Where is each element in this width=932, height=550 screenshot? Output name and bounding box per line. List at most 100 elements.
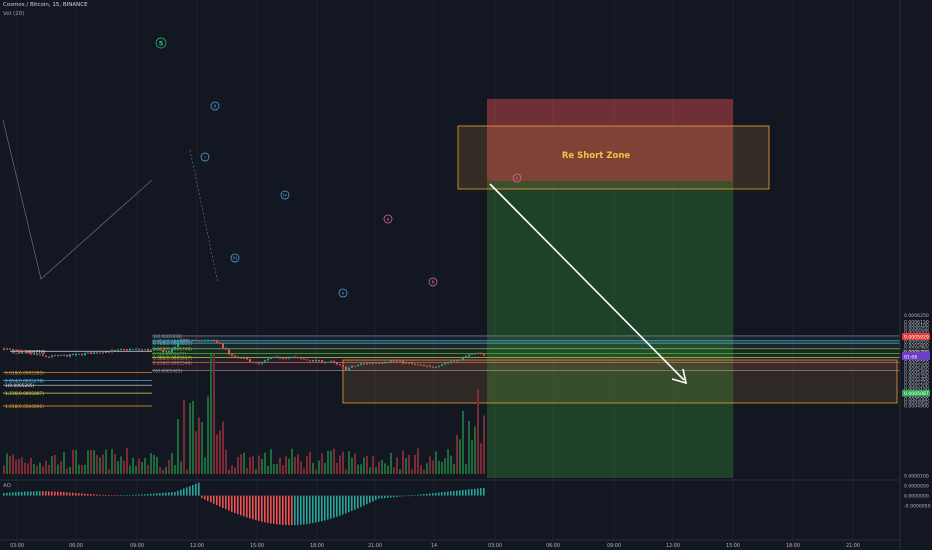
dotted-trendline [189, 149, 219, 284]
volume-bar [228, 469, 230, 474]
candle-body [51, 355, 53, 357]
candle-body [324, 362, 326, 364]
volume-bar [48, 464, 50, 474]
candle-body [45, 355, 47, 357]
candle-body [297, 357, 299, 359]
ao-bar [438, 492, 440, 496]
candle-body [258, 362, 260, 364]
ao-bar [3, 493, 5, 496]
candle-body [255, 362, 257, 364]
candle-body [201, 340, 203, 342]
ao-bar [276, 495, 278, 525]
ao-bar [21, 491, 23, 496]
volume-bar [123, 460, 125, 474]
price-tag [902, 389, 930, 397]
ao-bar [435, 492, 437, 496]
price-tag [902, 353, 930, 361]
candle-body [12, 349, 14, 350]
ao-bar [402, 495, 404, 497]
ao-bar [255, 495, 257, 521]
volume-bar [342, 451, 344, 474]
ao-bar [375, 495, 377, 500]
volume-bar [129, 465, 131, 474]
candle-body [372, 363, 374, 364]
ao-bar [231, 495, 233, 512]
price-tick-label: 0.0005850 [904, 340, 929, 346]
volume-bar [297, 454, 299, 474]
ao-bar [168, 492, 170, 496]
ao-bar [321, 495, 323, 522]
time-tick-label: 15:00 [250, 543, 264, 549]
volume-bar [375, 467, 377, 474]
ao-bar [477, 488, 479, 496]
ao-bar [81, 493, 83, 496]
candle-body [120, 349, 122, 351]
ao-histogram [3, 482, 485, 526]
candle-body [87, 352, 89, 354]
volume-bar [315, 469, 317, 474]
candle-body [468, 354, 470, 357]
ao-bar [132, 494, 134, 496]
volume-bars [3, 354, 485, 474]
price-tick-label: 0.0005350 [904, 373, 929, 379]
wave-label-circle [230, 253, 240, 263]
candle-body [93, 352, 95, 354]
wave-label-circle [338, 288, 348, 298]
ao-bar [123, 495, 125, 496]
fib-extension-label: 0.854(0.0005278) [5, 378, 44, 384]
volume-indicator-label: Vol (20) [3, 11, 25, 17]
candle-body [456, 360, 458, 362]
price-tick-label: 0.0005250 [904, 380, 929, 386]
ao-bar [183, 488, 185, 496]
candle-body [174, 346, 176, 350]
ao-tick-label: 0.0000050 [904, 484, 929, 490]
ao-bar [306, 495, 308, 525]
ao-bar [87, 493, 89, 496]
candle-body [81, 353, 83, 356]
wave-label-circle [280, 190, 290, 200]
candle-body [216, 340, 218, 343]
candle-body [294, 357, 296, 358]
volume-bar [87, 450, 89, 474]
price-candles [3, 338, 485, 371]
candle-body [33, 353, 35, 355]
ao-bar [390, 495, 392, 498]
ao-bar [372, 495, 374, 502]
candle-body [366, 363, 368, 365]
ao-bar [444, 491, 446, 496]
volume-bar [351, 457, 353, 474]
ao-tick-label: 0.0000100 [904, 474, 929, 480]
ao-tick-label: 0.0000000 [904, 493, 929, 499]
volume-bar [291, 448, 293, 474]
candle-body [237, 356, 239, 358]
volume-bar [426, 463, 428, 474]
ao-bar [318, 495, 320, 522]
volume-bar [387, 465, 389, 474]
volume-bar [318, 460, 320, 474]
volume-bar [30, 457, 32, 474]
wave-label-ii: ii [214, 104, 217, 110]
ao-bar [330, 495, 332, 519]
fib-extension-label: 1.236(0.0005087) [5, 391, 44, 397]
ao-bar [348, 495, 350, 513]
fib-level-label: 1(0.0005938) [153, 334, 183, 340]
wave-label-v: v [342, 292, 345, 297]
candle-body [78, 353, 80, 355]
volume-bar [105, 449, 107, 474]
candle-body [285, 358, 287, 360]
volume-bar [336, 462, 338, 474]
ao-bar [459, 490, 461, 496]
ao-bar [159, 493, 161, 496]
candle-body [228, 349, 230, 355]
candle-body [300, 357, 302, 359]
price-tick-label: 0.0005450 [904, 367, 929, 373]
volume-bar [231, 465, 233, 474]
ao-bar [339, 495, 341, 516]
candle-body [153, 349, 155, 351]
fib-level-label: 0.854(0.0005865) [153, 339, 192, 345]
volume-bar [402, 450, 404, 474]
ao-bar [300, 495, 302, 525]
volume-bar [72, 449, 74, 474]
ao-bar [96, 494, 98, 496]
